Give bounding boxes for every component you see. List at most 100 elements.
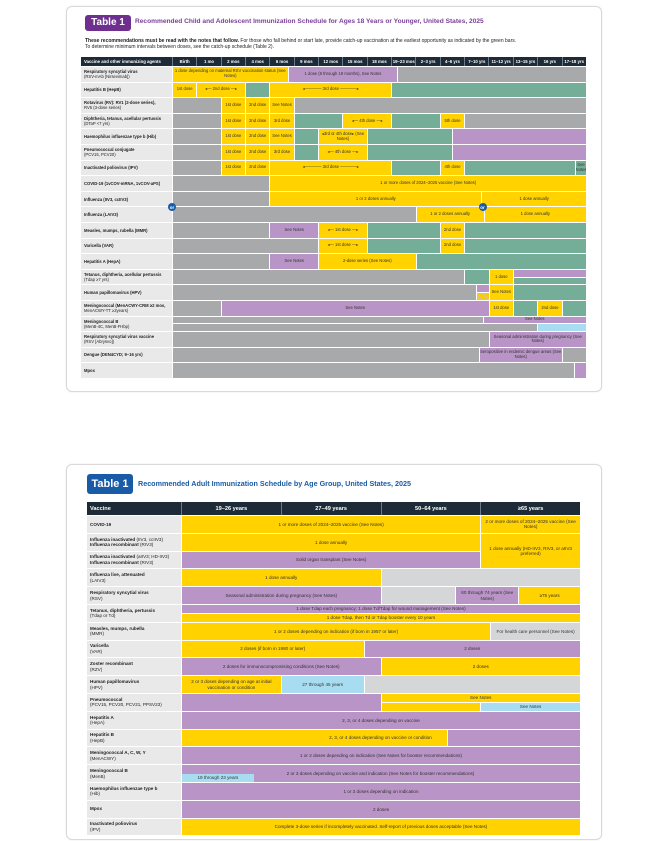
schedule-bar (246, 82, 270, 98)
table-row: Inactivated poliovirus (IPV) 1st dose 2nd … (81, 159, 586, 176)
vaccine-abbreviation: (HPV) (90, 684, 103, 690)
schedule-bars: 1 dose Tdap each pregnancy; 1 dose Td/Td… (181, 604, 580, 622)
schedule-bar: See Notes (270, 222, 319, 238)
schedule-bars: See Notes (172, 285, 586, 300)
schedule-bar (173, 129, 221, 144)
schedule-bars: 1 dose depending on maternal RSV vaccina… (172, 67, 586, 82)
schedule-bar: 2nd dose (246, 98, 270, 113)
schedule-bar (182, 729, 448, 747)
vaccine-abbreviation: (RZV) (90, 666, 103, 672)
vaccine-abbreviation: (IPV) (90, 826, 101, 832)
vaccine-label-line: Meningococcal A, C, W, Y (90, 750, 181, 756)
schedule-bars: 1 or 2 doses annually 1 dose annually (172, 207, 586, 222)
schedule-bar (562, 347, 586, 363)
vaccine-label-line: (IPV) (90, 827, 181, 833)
vaccine-label: Meningococcal A, C, W, Y (MenACWY) (87, 747, 181, 765)
table-badge: Table 1 (85, 15, 131, 31)
schedule-bars: Seropositive in endemic dengue areas (Se… (172, 347, 586, 363)
vaccine-label-line: Measles, mumps, rubella (90, 626, 181, 632)
vaccine-label-line: (HepA) (90, 720, 181, 726)
schedule-bar: 1 or 2 doses annually (416, 207, 484, 222)
vaccine-label-line: Varicella (90, 643, 181, 649)
schedule-bars (172, 363, 586, 378)
schedule-bar: ◂— 4th dose —▸ (343, 113, 392, 129)
vaccine-label-line: Haemophilus influenzae type b (90, 786, 181, 792)
schedule-bars: 1 dose annually (181, 569, 580, 587)
schedule-bars: 1st dose 2nd dose See Notes (172, 98, 586, 113)
table-row: Dengue (DEN4CYD; 9–16 yrs) Seropositive i… (81, 346, 586, 363)
table-row: Meningococcal B (MenB-4C, MenB-FHbp) See N… (81, 315, 586, 332)
schedule-bar: 1st dose (489, 300, 513, 316)
vaccine-label-line: (RSV-mAb [Nirsevimab]) (84, 74, 130, 80)
table-row: COVID-19 (1vCOV-mRNA, 1vCOV-aPS) 1 or mor… (81, 175, 586, 191)
vaccine-label: Haemophilus influenzae type b (Hib) (81, 129, 172, 144)
schedule-bar: ◂— 2nd dose —▸ (197, 82, 246, 98)
table-row: Varicella (VAR) ◂— 1st dose —▸ 2nd dose (81, 237, 586, 254)
schedule-bar: 1 or 2 doses depending on indication (if… (182, 622, 491, 640)
vaccine-label-line: Meningococcal (MenACWY-CRM ≥2 mos, (84, 303, 166, 309)
vaccine-label-line: Varicella (VAR) (84, 243, 114, 249)
vaccine-label-line: Hepatitis A (90, 715, 181, 721)
schedule-bar (513, 277, 586, 285)
table-row: Human papillomavirus (HPV) 2 or 3 doses de… (87, 675, 580, 693)
schedule-bars: 1 dose (172, 269, 586, 285)
schedule-bar (173, 238, 319, 254)
schedule-bar: 2 doses (381, 658, 580, 676)
vaccine-label-line: Pneumococcal conjugate (84, 147, 135, 153)
schedule-bar (465, 222, 586, 238)
schedule-bar (173, 254, 270, 269)
schedule-bars: Seasonal administration during pregnancy… (181, 587, 580, 604)
page-title: Recommended Child and Adolescent Immuniz… (135, 18, 484, 25)
table-row: Meningococcal B (MenB) 19 through 23 years… (87, 764, 580, 782)
vaccine-label: Meningococcal B (MenB) (87, 765, 181, 782)
vaccine-label-line: (RSV) (90, 596, 181, 602)
schedule-bar: 1 dose annually (482, 191, 586, 207)
schedule-bar (182, 765, 580, 782)
vaccine-label: Human papillomavirus (HPV) (87, 676, 181, 693)
vaccine-name: Inactivated poliovirus (90, 821, 138, 827)
instructions-rest: For those who fall behind or start late,… (239, 38, 517, 44)
table-row: Hepatitis A (HepA) 2, 3, or 4 doses depend… (87, 710, 580, 729)
schedule-bar (294, 144, 319, 160)
schedule-bar: See Notes (270, 98, 294, 113)
vaccine-label: Respiratory syncytial virus (RSV) (87, 587, 181, 604)
vaccine-abbreviation: (aIIV3; HD-IIV3) (136, 554, 170, 560)
table-row: COVID-19 1 or more doses of 2024–2025 vac… (87, 515, 580, 533)
schedule-bar: 2nd dose (246, 129, 270, 144)
vaccine-label-line: COVID-19 (1vCOV-mRNA, 1vCOV-aPS) (84, 180, 161, 186)
vaccine-label-line: (MenB) (90, 774, 181, 780)
column-header: 16 yrs (537, 57, 561, 66)
vaccine-abbreviation: (Tdap or Td) (90, 613, 116, 619)
vaccine-abbreviation: (VAR) (90, 648, 103, 654)
schedule-bar (465, 160, 576, 176)
column-header: 13–15 yrs (512, 57, 537, 66)
table-row: Human papillomavirus (HPV) See Notes (81, 284, 586, 300)
table-row: Meningococcal (MenACWY-CRM ≥2 mos, MenACW… (81, 299, 586, 316)
vaccine-name: Human papillomavirus (90, 679, 140, 685)
schedule-bar (182, 693, 381, 711)
schedule-bar (465, 269, 489, 285)
vaccine-label-line: Mpox (90, 806, 181, 812)
schedule-bar: ◂— 4th dose —▸ (319, 144, 367, 160)
vaccine-label: Respiratory syncytial virus (RSV-mAb [Nir… (81, 67, 172, 82)
schedule-bar (173, 98, 221, 113)
schedule-bar (392, 160, 440, 176)
column-header: ≥65 years (480, 502, 580, 515)
schedule-bar: 1 dose annually (182, 569, 381, 587)
vaccine-label-line: Hepatitis B (HepB) (84, 87, 121, 93)
schedule-bar (367, 238, 440, 254)
schedule-bars: See Notes ◂— 1st dose —▸ 2nd dose (172, 222, 586, 238)
vaccine-label: Haemophilus influenzae type b (Hib) (87, 782, 181, 800)
vaccine-label-line: Mpox (84, 368, 95, 374)
vaccine-name: Influenza live, attenuated (90, 572, 145, 578)
vaccine-label: Human papillomavirus (HPV) (81, 285, 172, 300)
table-row: Haemophilus influenzae type b (Hib) 1st d… (81, 128, 586, 144)
vaccine-label-line: (MMR) (90, 631, 181, 637)
schedule-bar (538, 324, 586, 332)
schedule-bar (294, 113, 343, 129)
schedule-bars: 2 doses (if born in 1980 or later) 2 dose… (181, 640, 580, 658)
schedule-bar: ◂———— 3rd dose ————▸ (270, 82, 392, 98)
schedule-bar (381, 569, 580, 587)
schedule-bar: 1 dose (489, 269, 513, 285)
vaccine-name: Influenza recombinant (90, 542, 141, 548)
